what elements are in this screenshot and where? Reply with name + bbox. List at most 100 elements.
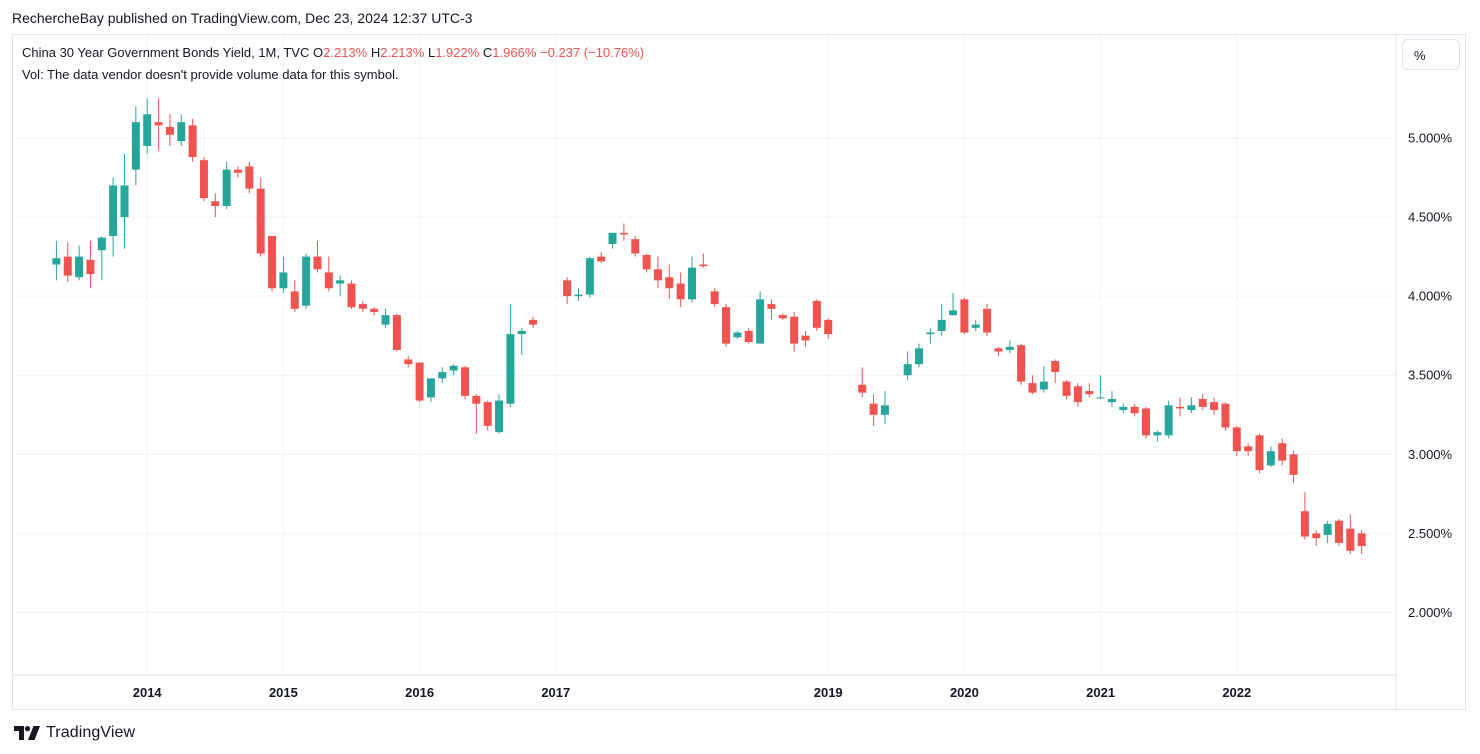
candle[interactable] xyxy=(1221,402,1230,431)
candle[interactable] xyxy=(1062,379,1071,399)
candle[interactable] xyxy=(1153,430,1162,442)
candle[interactable] xyxy=(199,156,208,202)
candle[interactable] xyxy=(245,161,254,194)
candle[interactable] xyxy=(211,193,220,218)
candle[interactable] xyxy=(279,256,288,293)
candle[interactable] xyxy=(86,240,95,289)
candle[interactable] xyxy=(653,256,662,289)
candle[interactable] xyxy=(778,313,787,320)
candle[interactable] xyxy=(744,327,753,344)
candle[interactable] xyxy=(392,313,401,352)
candle[interactable] xyxy=(165,114,174,146)
candle[interactable] xyxy=(1198,394,1207,411)
candle[interactable] xyxy=(1232,425,1241,456)
candle[interactable] xyxy=(983,304,992,336)
candle[interactable] xyxy=(915,343,923,368)
candle[interactable] xyxy=(313,240,322,273)
candle[interactable] xyxy=(358,300,367,312)
candle[interactable] xyxy=(858,367,867,398)
candle[interactable] xyxy=(1278,438,1287,466)
candle[interactable] xyxy=(415,362,424,403)
candle[interactable] xyxy=(756,291,765,344)
candle[interactable] xyxy=(1176,397,1185,417)
candle[interactable] xyxy=(63,242,72,282)
candle[interactable] xyxy=(472,394,481,434)
candle[interactable] xyxy=(1130,403,1139,417)
candle[interactable] xyxy=(1357,530,1366,554)
candle[interactable] xyxy=(903,351,912,380)
candle[interactable] xyxy=(585,256,594,298)
candle[interactable] xyxy=(994,346,1003,357)
candle[interactable] xyxy=(438,367,447,384)
candle[interactable] xyxy=(222,161,231,210)
candle[interactable] xyxy=(1028,375,1037,395)
candle[interactable] xyxy=(495,394,504,434)
candle[interactable] xyxy=(268,236,277,292)
candle[interactable] xyxy=(1085,383,1094,398)
candle[interactable] xyxy=(517,327,526,355)
candle[interactable] xyxy=(324,256,333,292)
candle[interactable] xyxy=(143,98,152,154)
candle[interactable] xyxy=(869,394,878,426)
candle[interactable] xyxy=(1142,406,1150,439)
candle[interactable] xyxy=(506,304,515,407)
candle[interactable] xyxy=(722,304,731,347)
candle[interactable] xyxy=(404,356,413,368)
candle[interactable] xyxy=(971,319,980,331)
candle[interactable] xyxy=(619,223,628,241)
candle[interactable] xyxy=(937,304,946,336)
candle[interactable] xyxy=(1164,400,1173,439)
candle[interactable] xyxy=(1334,519,1343,547)
candle[interactable] xyxy=(302,253,311,309)
unit-button[interactable]: % xyxy=(1402,39,1460,70)
candle[interactable] xyxy=(665,264,674,300)
candle[interactable] xyxy=(1289,451,1298,483)
candle[interactable] xyxy=(926,327,935,344)
candle[interactable] xyxy=(347,280,356,309)
candle[interactable] xyxy=(75,245,84,281)
candle[interactable] xyxy=(676,272,685,308)
candle[interactable] xyxy=(449,364,458,376)
candle[interactable] xyxy=(710,288,719,308)
candle[interactable] xyxy=(381,308,390,328)
candle[interactable] xyxy=(1244,443,1253,456)
candle[interactable] xyxy=(188,119,197,162)
candle[interactable] xyxy=(1107,391,1116,407)
candle[interactable] xyxy=(120,153,129,249)
candle[interactable] xyxy=(177,114,186,146)
candle[interactable] xyxy=(1073,383,1082,407)
candle[interactable] xyxy=(290,280,299,312)
candle[interactable] xyxy=(631,236,640,257)
candle[interactable] xyxy=(1210,397,1219,415)
candle[interactable] xyxy=(801,330,810,347)
candle[interactable] xyxy=(1266,446,1275,467)
candle[interactable] xyxy=(767,299,776,320)
candle[interactable] xyxy=(949,292,958,316)
candle[interactable] xyxy=(370,307,379,316)
candle[interactable] xyxy=(880,391,889,425)
candle[interactable] xyxy=(1005,340,1014,354)
candle[interactable] xyxy=(1051,359,1060,384)
candle[interactable] xyxy=(1187,397,1196,414)
candle[interactable] xyxy=(574,288,583,301)
candle[interactable] xyxy=(1346,514,1355,554)
candle[interactable] xyxy=(234,166,242,178)
candle[interactable] xyxy=(426,378,435,403)
candle[interactable] xyxy=(1017,343,1026,385)
candle[interactable] xyxy=(642,253,651,273)
candle[interactable] xyxy=(699,253,708,268)
candle[interactable] xyxy=(824,318,833,339)
candle[interactable] xyxy=(812,299,821,331)
candle[interactable] xyxy=(97,236,106,281)
candle[interactable] xyxy=(483,400,492,431)
candle[interactable] xyxy=(790,311,799,352)
candle[interactable] xyxy=(109,177,118,257)
candle[interactable] xyxy=(1300,492,1309,540)
candle[interactable] xyxy=(608,232,617,249)
candle[interactable] xyxy=(597,251,606,263)
candle[interactable] xyxy=(154,98,163,151)
candle[interactable] xyxy=(529,316,538,328)
candle[interactable] xyxy=(461,365,469,399)
candle[interactable] xyxy=(1323,520,1332,543)
